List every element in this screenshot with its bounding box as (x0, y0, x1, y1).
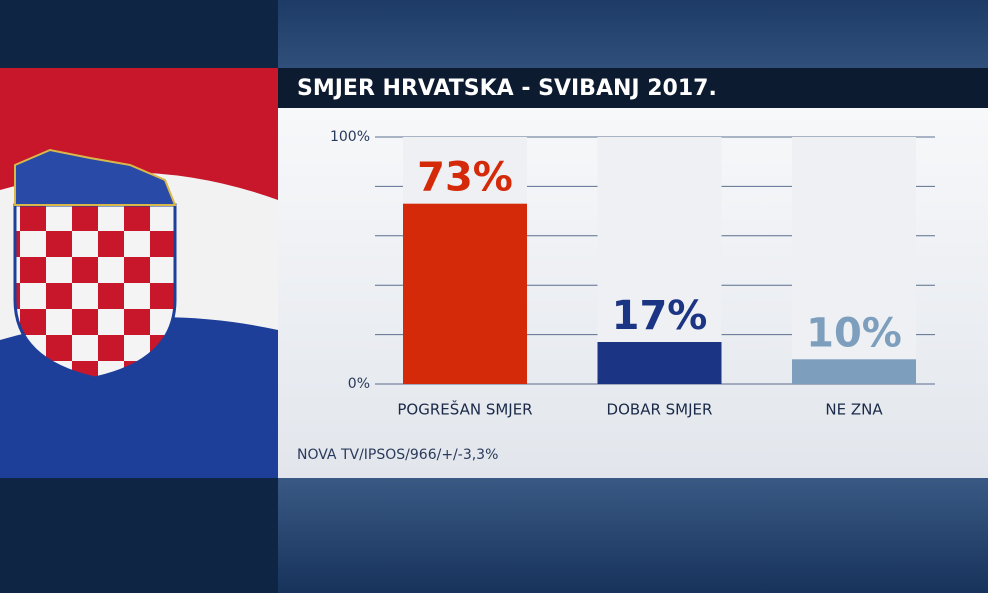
y-tick-label: 0% (348, 376, 370, 392)
chart-title: SMJER HRVATSKA - SVIBANJ 2017. (297, 76, 717, 101)
x-tick-label: DOBAR SMJER (607, 401, 713, 419)
corner (0, 478, 278, 593)
column-background (792, 137, 916, 384)
title-bar (278, 68, 988, 108)
flag (0, 68, 278, 478)
corner (0, 0, 278, 68)
value-label: 10% (806, 310, 902, 356)
value-label: 17% (612, 293, 708, 339)
x-tick-label: POGREŠAN SMJER (397, 400, 532, 419)
bar (403, 203, 527, 384)
bar (597, 342, 722, 384)
value-label: 73% (417, 155, 513, 201)
x-tick-label: NE ZNA (825, 401, 883, 419)
bar (792, 359, 916, 384)
y-tick-label: 100% (330, 129, 370, 145)
source: NOVA TV/IPSOS/966/+/-3,3% (297, 447, 498, 463)
